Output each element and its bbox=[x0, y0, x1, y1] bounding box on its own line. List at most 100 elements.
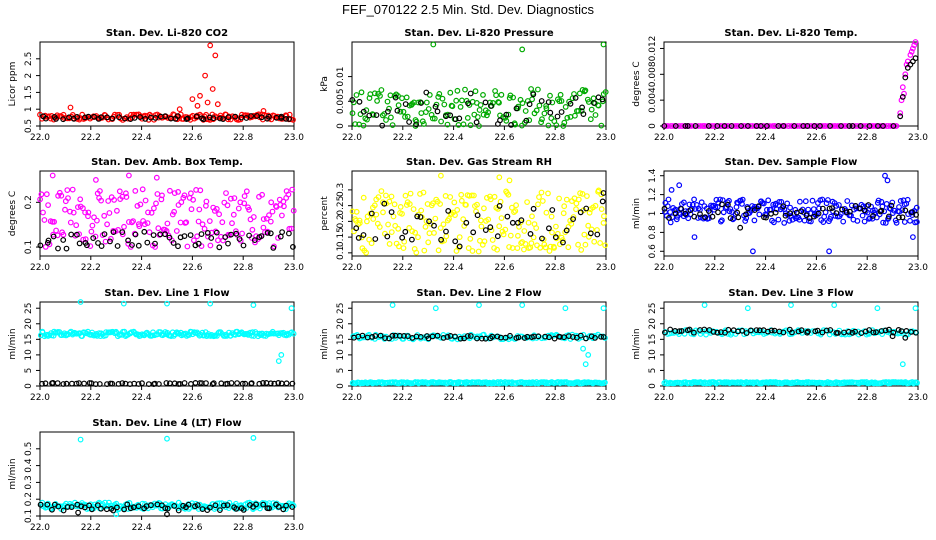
data-point bbox=[792, 206, 799, 213]
plot-frame bbox=[351, 301, 607, 387]
data-point bbox=[541, 241, 548, 248]
data-point bbox=[582, 87, 589, 94]
x-tick-label: 22.0 bbox=[30, 523, 50, 533]
data-point bbox=[546, 225, 552, 232]
y-tick-label: 2.5 bbox=[24, 52, 34, 66]
data-point bbox=[789, 329, 795, 336]
y-axis-label: percent bbox=[320, 196, 330, 231]
data-point bbox=[67, 219, 74, 226]
data-point bbox=[190, 196, 197, 203]
x-tick-label: 22.8 bbox=[545, 393, 565, 403]
data-point bbox=[429, 115, 436, 122]
data-point bbox=[98, 197, 104, 204]
data-point bbox=[68, 504, 75, 511]
data-point bbox=[356, 98, 363, 105]
data-point bbox=[890, 329, 897, 336]
data-point bbox=[452, 212, 458, 219]
x-tick-label: 22.4 bbox=[132, 523, 152, 533]
y-tick-label: 0.25 bbox=[336, 196, 346, 216]
data-point bbox=[285, 191, 292, 198]
chart-title: Stan. Dev. Gas Stream RH bbox=[406, 157, 552, 168]
data-point bbox=[458, 191, 465, 198]
data-point bbox=[749, 203, 755, 209]
data-point bbox=[505, 336, 512, 343]
data-point bbox=[425, 239, 432, 246]
data-point bbox=[60, 381, 67, 387]
data-point bbox=[503, 111, 510, 118]
data-point bbox=[810, 206, 817, 213]
data-point bbox=[823, 327, 830, 334]
data-point bbox=[463, 219, 470, 226]
data-point bbox=[187, 190, 194, 197]
data-point bbox=[672, 210, 679, 217]
data-point bbox=[206, 114, 213, 121]
data-point bbox=[709, 213, 716, 220]
data-point bbox=[75, 509, 81, 516]
data-point bbox=[76, 240, 83, 247]
data-point bbox=[464, 114, 471, 121]
x-tick-label: 22.4 bbox=[132, 263, 152, 273]
data-point bbox=[500, 231, 507, 238]
data-point bbox=[77, 436, 84, 443]
data-point bbox=[418, 100, 425, 106]
data-point bbox=[712, 204, 719, 211]
data-point bbox=[166, 187, 173, 194]
data-point bbox=[68, 231, 75, 238]
data-point bbox=[722, 327, 729, 334]
y-tick-label: 0.8 bbox=[648, 225, 658, 240]
data-point bbox=[545, 99, 552, 105]
data-point bbox=[289, 504, 296, 510]
data-point bbox=[912, 55, 919, 62]
x-tick-label: 22.2 bbox=[393, 393, 413, 403]
data-point bbox=[130, 218, 137, 225]
data-point bbox=[599, 198, 606, 205]
data-point bbox=[203, 198, 210, 205]
data-point bbox=[802, 198, 809, 205]
data-point bbox=[266, 113, 272, 120]
data-point bbox=[162, 505, 169, 512]
data-point bbox=[889, 199, 896, 206]
data-point bbox=[682, 210, 689, 217]
data-point bbox=[70, 209, 77, 216]
x-tick-label: 22.0 bbox=[30, 393, 50, 403]
data-point bbox=[787, 210, 794, 217]
data-point bbox=[595, 187, 602, 194]
data-point bbox=[388, 209, 395, 216]
data-point bbox=[129, 242, 135, 248]
y-tick-label: 0.1 bbox=[24, 509, 34, 523]
data-point bbox=[488, 227, 495, 234]
data-point bbox=[267, 380, 274, 387]
x-tick-label: 22.2 bbox=[81, 523, 101, 533]
data-point bbox=[588, 106, 595, 113]
data-point bbox=[377, 92, 383, 99]
data-point bbox=[431, 229, 437, 236]
data-point bbox=[195, 218, 202, 225]
data-point bbox=[243, 188, 250, 195]
data-point bbox=[437, 201, 444, 207]
data-point bbox=[203, 380, 209, 387]
data-point bbox=[109, 115, 116, 122]
data-point bbox=[467, 122, 474, 129]
data-point bbox=[207, 242, 214, 249]
data-point bbox=[454, 206, 461, 213]
data-point bbox=[577, 209, 584, 216]
data-point bbox=[573, 206, 579, 213]
data-point bbox=[854, 217, 861, 224]
data-point bbox=[382, 335, 389, 342]
chart-title: Stan. Dev. Li-820 Temp. bbox=[724, 28, 857, 39]
data-point bbox=[526, 101, 533, 108]
data-point bbox=[258, 233, 265, 240]
y-tick-label: 0 bbox=[24, 383, 34, 389]
data-point bbox=[364, 218, 370, 225]
data-point bbox=[768, 327, 775, 334]
data-point bbox=[549, 99, 556, 106]
data-point bbox=[775, 123, 782, 129]
data-point bbox=[899, 214, 906, 221]
data-point bbox=[725, 201, 731, 208]
data-point bbox=[198, 231, 205, 238]
data-point bbox=[455, 121, 462, 128]
data-point bbox=[388, 193, 395, 200]
data-point bbox=[465, 245, 472, 252]
data-point bbox=[413, 249, 420, 256]
data-point bbox=[743, 215, 750, 222]
